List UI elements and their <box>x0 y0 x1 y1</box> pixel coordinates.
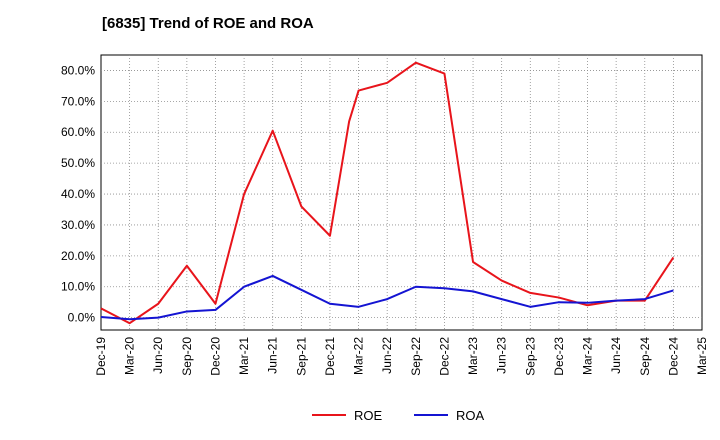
x-tick-label: Sep-21 <box>294 337 308 376</box>
y-axis: 0.0% 10.0% 20.0% 30.0% 40.0% 50.0% 60.0% 70.0% 8… <box>61 63 95 324</box>
y-tick-label: 70.0% <box>61 94 95 108</box>
x-tick-label: Sep-22 <box>409 337 423 376</box>
x-tick-label: Dec-23 <box>552 337 566 376</box>
x-tick-label: Jun-24 <box>609 337 623 374</box>
x-tick-label: Mar-24 <box>581 337 595 375</box>
x-tick-label: Dec-19 <box>94 337 108 376</box>
chart-title: [6835] Trend of ROE and ROA <box>102 15 314 32</box>
y-tick-label: 0.0% <box>68 311 96 325</box>
y-tick-label: 50.0% <box>61 156 95 170</box>
x-axis: Dec-19 Mar-20 Jun-20 Sep-20 Dec-20 Mar-21 Jun-… <box>94 337 709 376</box>
plot-area <box>100 54 703 331</box>
x-tick-label: Mar-23 <box>466 337 480 375</box>
y-tick-label: 10.0% <box>61 280 95 294</box>
series-line-roa <box>100 274 674 321</box>
x-tick-label: Mar-21 <box>237 337 251 375</box>
x-tick-label: Jun-21 <box>266 337 280 374</box>
y-tick-label: 80.0% <box>61 63 95 77</box>
x-tick-label: Jun-22 <box>380 337 394 374</box>
x-tick-label: Sep-24 <box>638 337 652 376</box>
legend-label-roe: ROE <box>354 408 383 423</box>
x-tick-label: Sep-23 <box>523 337 537 376</box>
legend: ROE ROA <box>312 408 485 423</box>
x-tick-label: Jun-20 <box>151 337 165 374</box>
x-tick-label: Mar-20 <box>123 337 137 375</box>
grid <box>101 55 702 330</box>
y-tick-label: 40.0% <box>61 187 95 201</box>
series-line-roe <box>100 61 675 325</box>
x-tick-label: Dec-22 <box>437 337 451 376</box>
x-tick-label: Sep-20 <box>180 337 194 376</box>
x-tick-label: Jun-23 <box>495 337 509 374</box>
y-tick-label: 20.0% <box>61 249 95 263</box>
y-tick-label: 30.0% <box>61 218 95 232</box>
y-tick-label: 60.0% <box>61 125 95 139</box>
x-tick-label: Mar-22 <box>352 337 366 375</box>
x-tick-label: Dec-21 <box>323 337 337 376</box>
x-tick-label: Dec-20 <box>208 337 222 376</box>
series-lines <box>100 61 675 325</box>
x-tick-label: Mar-25 <box>695 337 709 375</box>
legend-label-roa: ROA <box>456 408 485 423</box>
x-tick-label: Dec-24 <box>666 337 680 376</box>
